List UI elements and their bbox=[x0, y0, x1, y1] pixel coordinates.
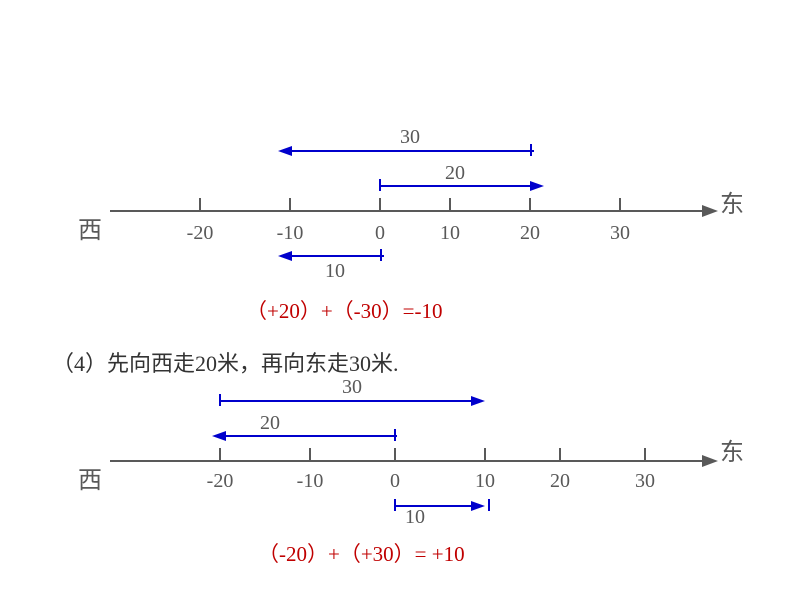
measure-30-label: 30 bbox=[400, 126, 420, 149]
measure-20-line-2 bbox=[224, 435, 397, 437]
tick bbox=[289, 198, 291, 210]
tick-label: -20 bbox=[207, 470, 234, 493]
tick bbox=[484, 448, 486, 460]
result-arrow-2 bbox=[471, 501, 485, 511]
tick-label: -10 bbox=[277, 222, 304, 245]
tick bbox=[559, 448, 561, 460]
measure-20-end-2 bbox=[394, 429, 396, 441]
measure-30-arrow-2 bbox=[471, 396, 485, 406]
result-end-2 bbox=[488, 499, 490, 511]
tick-label: 30 bbox=[635, 470, 655, 493]
east-label-1: 东 bbox=[720, 184, 744, 219]
tick bbox=[199, 198, 201, 210]
axis-line-1 bbox=[110, 210, 706, 212]
west-label-1: 西 bbox=[78, 210, 102, 245]
measure-30-arrow bbox=[278, 146, 292, 156]
measure-20-line bbox=[380, 185, 534, 187]
tick bbox=[219, 448, 221, 460]
result-end-1 bbox=[380, 249, 382, 261]
tick-label: 10 bbox=[440, 222, 460, 245]
measure-30-line-2 bbox=[220, 400, 475, 402]
measure-30-start-2 bbox=[219, 394, 221, 406]
tick bbox=[309, 448, 311, 460]
axis-line-2 bbox=[110, 460, 706, 462]
tick bbox=[619, 198, 621, 210]
tick bbox=[394, 448, 396, 460]
tick-label: 10 bbox=[475, 470, 495, 493]
measure-30-line bbox=[290, 150, 534, 152]
tick bbox=[449, 198, 451, 210]
measure-20-label: 20 bbox=[445, 162, 465, 185]
result-label-2: 10 bbox=[405, 506, 425, 529]
tick-label: 30 bbox=[610, 222, 630, 245]
equation-2: （-20）+（+30）= +10 bbox=[258, 538, 465, 568]
measure-30-end bbox=[530, 144, 532, 156]
equation-1: （+20）+（-30）=-10 bbox=[246, 295, 443, 325]
tick bbox=[644, 448, 646, 460]
tick-label: -20 bbox=[187, 222, 214, 245]
axis-arrow-2 bbox=[702, 455, 718, 467]
question-4-text: （4）先向西走20米，再向东走30米. bbox=[52, 346, 399, 378]
tick-label: -10 bbox=[297, 470, 324, 493]
result-label-1: 10 bbox=[325, 260, 345, 283]
measure-20-start bbox=[379, 179, 381, 191]
tick-label: 20 bbox=[550, 470, 570, 493]
result-line-1 bbox=[290, 255, 384, 257]
west-label-2: 西 bbox=[78, 460, 102, 495]
tick bbox=[529, 198, 531, 210]
measure-20-arrow-2 bbox=[212, 431, 226, 441]
measure-20-arrow bbox=[530, 181, 544, 191]
tick-label: 20 bbox=[520, 222, 540, 245]
axis-arrow-1 bbox=[702, 205, 718, 217]
measure-30-label-2: 30 bbox=[342, 376, 362, 399]
result-start-2 bbox=[394, 499, 396, 511]
tick-label: 0 bbox=[375, 222, 385, 245]
east-label-2: 东 bbox=[720, 432, 744, 467]
tick-label: 0 bbox=[390, 470, 400, 493]
result-arrow-1 bbox=[278, 251, 292, 261]
tick bbox=[379, 198, 381, 210]
measure-20-label-2: 20 bbox=[260, 412, 280, 435]
